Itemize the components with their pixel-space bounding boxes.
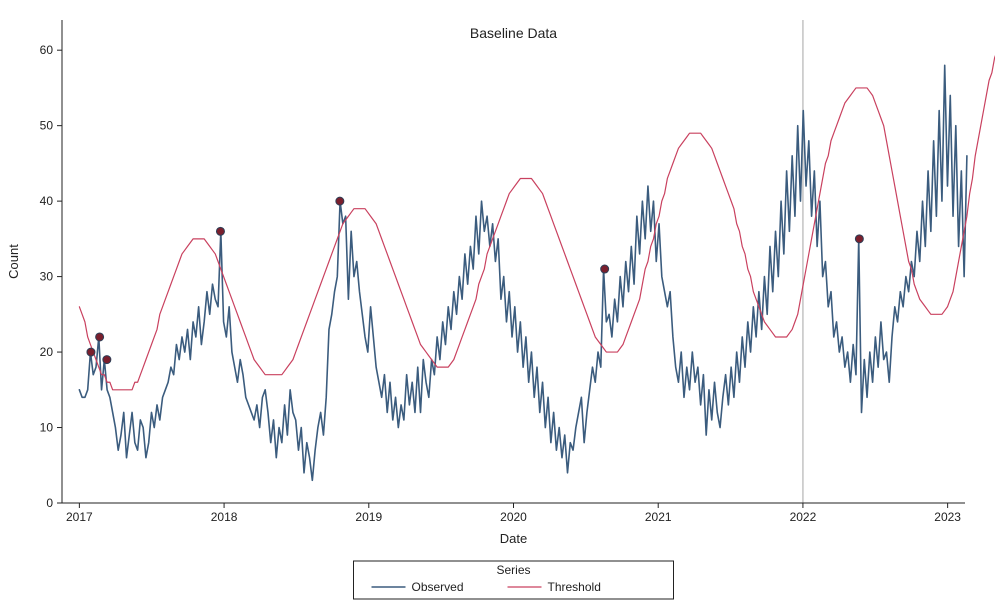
chart-title: Baseline Data xyxy=(470,25,557,41)
y-tick-label: 30 xyxy=(40,270,54,284)
legend-item-label: Observed xyxy=(412,580,464,594)
alert-marker xyxy=(216,227,224,235)
y-tick-label: 20 xyxy=(40,345,54,359)
y-tick-label: 60 xyxy=(40,43,54,57)
alert-marker xyxy=(336,197,344,205)
x-tick-label: 2023 xyxy=(934,510,961,524)
x-tick-label: 2019 xyxy=(355,510,382,524)
x-tick-label: 2017 xyxy=(66,510,93,524)
x-tick-label: 2018 xyxy=(211,510,238,524)
x-axis-label: Date xyxy=(500,531,527,546)
x-tick-label: 2020 xyxy=(500,510,527,524)
alert-marker xyxy=(103,356,111,364)
timeseries-chart: 2017 2018 2019 2020 2021 2022 2023 0 10 20 30 40 50 6… xyxy=(0,0,995,613)
legend-item-label: Threshold xyxy=(548,580,601,594)
alert-marker xyxy=(96,333,104,341)
y-tick-label: 10 xyxy=(40,421,54,435)
legend-title: Series xyxy=(496,563,530,577)
y-axis-label: Count xyxy=(6,244,21,279)
alert-marker xyxy=(855,235,863,243)
y-tick-label: 50 xyxy=(40,119,54,133)
y-tick-label: 40 xyxy=(40,194,54,208)
chart-background xyxy=(0,0,995,613)
x-tick-label: 2022 xyxy=(790,510,817,524)
alert-marker xyxy=(87,348,95,356)
x-tick-label: 2021 xyxy=(645,510,672,524)
alert-marker xyxy=(601,265,609,273)
y-tick-label: 0 xyxy=(46,496,53,510)
